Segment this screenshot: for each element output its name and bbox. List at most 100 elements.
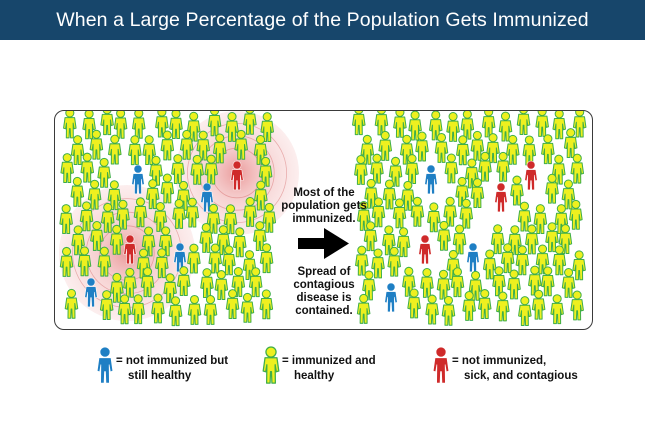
yellow-person-icon <box>382 179 397 210</box>
yellow-person-icon <box>496 151 510 182</box>
legend-label: = immunized and healthy <box>282 354 376 384</box>
message-line: contained. <box>295 305 353 317</box>
yellow-person-icon <box>258 156 273 187</box>
yellow-person-icon <box>470 178 485 209</box>
yellow-person-icon <box>518 296 532 327</box>
yellow-person-icon <box>492 266 506 297</box>
message-immunized: Most of the population gets immunized. <box>274 187 374 226</box>
population-diagram: Most of the population gets immunized. S… <box>54 110 593 330</box>
yellow-person-icon <box>387 246 401 277</box>
yellow-person-icon <box>570 290 584 321</box>
yellow-person-icon <box>63 111 77 139</box>
yellow-person-icon <box>79 201 94 232</box>
yellow-person-icon <box>234 129 248 160</box>
yellow-person-icon <box>59 204 73 235</box>
yellow-person-icon <box>153 202 168 232</box>
yellow-person-icon <box>452 224 467 255</box>
yellow-person-icon <box>185 197 200 228</box>
yellow-person-icon <box>214 270 229 300</box>
yellow-person-icon <box>70 176 85 207</box>
legend-line: still healthy <box>128 370 192 382</box>
yellow-person-icon <box>434 132 449 163</box>
blue-person-icon <box>424 164 438 195</box>
yellow-person-icon <box>450 267 465 298</box>
red-person-icon <box>230 160 244 191</box>
yellow-person-icon <box>415 131 429 162</box>
yellow-person-icon <box>393 111 407 138</box>
legend-line: healthy <box>294 370 335 382</box>
blue-person-icon <box>84 277 98 308</box>
yellow-person-icon <box>240 292 255 323</box>
red-person-icon <box>418 234 432 265</box>
yellow-person-icon <box>478 151 492 182</box>
yellow-person-icon <box>392 198 407 229</box>
yellow-person-icon <box>396 227 411 258</box>
yellow-person-icon <box>168 296 183 327</box>
legend-immunized-healthy: = immunized and healthy <box>262 345 402 389</box>
legend-line: = not immunized, <box>452 355 547 367</box>
yellow-person-icon <box>462 291 476 321</box>
legend-not-immunized-healthy: = not immunized but still healthy <box>96 345 256 389</box>
yellow-person-icon <box>533 204 548 235</box>
yellow-person-icon <box>60 153 74 183</box>
yellow-person-icon <box>572 250 586 281</box>
yellow-person-icon <box>80 152 94 183</box>
yellow-person-icon <box>525 224 539 255</box>
yellow-person-icon <box>535 111 549 137</box>
message-line: Most of the <box>293 187 355 199</box>
red-person-icon <box>524 160 538 191</box>
yellow-person-icon <box>378 130 392 161</box>
yellow-person-icon <box>443 196 457 227</box>
yellow-person-icon <box>172 198 186 229</box>
yellow-person-icon <box>206 203 221 234</box>
yellow-person-icon <box>77 246 92 277</box>
yellow-person-icon <box>155 248 169 279</box>
yellow-person-icon <box>151 293 165 324</box>
yellow-person-icon <box>444 153 459 184</box>
yellow-person-icon <box>225 112 239 142</box>
yellow-person-icon <box>204 154 218 185</box>
yellow-person-icon <box>510 175 524 206</box>
yellow-person-icon <box>468 270 483 301</box>
yellow-person-icon <box>370 153 384 184</box>
yellow-person-icon <box>545 173 559 204</box>
yellow-person-icon <box>110 272 124 303</box>
yellow-person-icon <box>97 246 112 277</box>
message-line: Spread of <box>297 266 351 278</box>
blue-person-icon <box>384 282 398 313</box>
yellow-person-icon <box>569 199 583 230</box>
yellow-person-icon <box>123 267 137 298</box>
yellow-person-icon <box>260 112 274 143</box>
yellow-person-icon <box>160 130 175 161</box>
yellow-person-icon <box>363 221 378 252</box>
yellow-person-icon <box>259 289 274 320</box>
yellow-person-icon <box>248 267 263 298</box>
yellow-person-icon <box>516 111 531 135</box>
yellow-person-icon <box>140 267 155 298</box>
yellow-person-icon <box>222 245 236 276</box>
arrow-right-icon <box>298 228 349 259</box>
yellow-person-icon <box>90 221 104 251</box>
yellow-person-icon <box>199 222 213 253</box>
yellow-person-icon <box>371 248 385 279</box>
yellow-person-icon <box>552 111 566 140</box>
blue-person-figure <box>96 346 114 384</box>
legend-line: = not immunized but <box>116 355 229 367</box>
yellow-person-icon <box>541 266 555 297</box>
yellow-person-icon <box>552 245 567 276</box>
yellow-person-icon <box>190 154 204 185</box>
yellow-person-icon <box>117 294 132 325</box>
yellow-person-icon <box>213 133 227 164</box>
yellow-person-icon <box>196 130 210 161</box>
yellow-person-icon <box>515 245 530 276</box>
yellow-person-icon <box>177 266 191 297</box>
message-line: contagious <box>293 279 355 291</box>
yellow-person-icon <box>262 202 277 233</box>
yellow-person-icon <box>570 153 585 184</box>
yellow-person-icon <box>410 196 425 227</box>
yellow-person-icon <box>64 288 79 319</box>
yellow-person-icon <box>572 111 587 138</box>
yellow-person-icon <box>500 243 515 274</box>
yellow-person-icon <box>436 269 451 300</box>
yellow-person-icon <box>420 268 434 298</box>
